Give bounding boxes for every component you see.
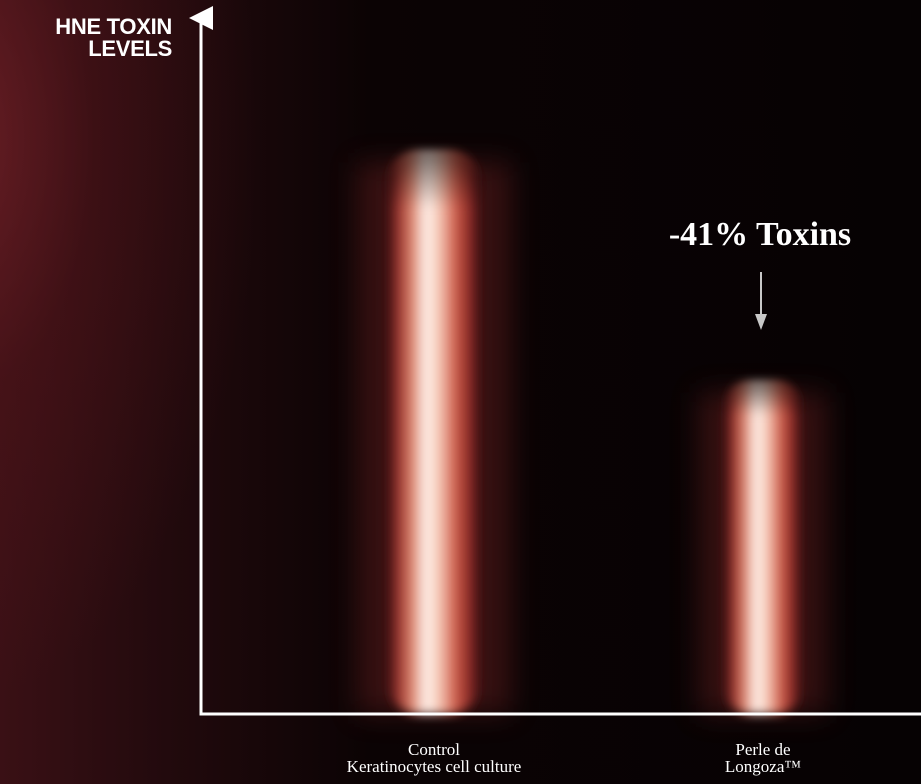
bar-0 <box>357 152 511 715</box>
reduction-annotation: -41% Toxins <box>668 216 852 253</box>
category-label-control: Control Keratinocytes cell culture <box>304 741 564 775</box>
bars-group <box>357 152 827 715</box>
annotation-arrow-head <box>755 314 767 330</box>
category-label-control-line-1: Control <box>408 740 460 759</box>
bar-shade-0 <box>386 152 482 715</box>
category-label-perle-line-2: Longoza™ <box>724 757 802 776</box>
axes-group <box>189 5 921 716</box>
y-axis-label-line-2: LEVELS <box>88 36 172 61</box>
category-label-control-line-2: Keratinocytes cell culture <box>346 757 522 776</box>
category-label-perle-de-longoza: Perle de Longoza™ <box>633 741 893 775</box>
bar-shade-1 <box>723 382 803 714</box>
bar-1 <box>699 382 827 714</box>
y-axis-label-line-1: HNE TOXIN <box>55 14 172 39</box>
y-axis-label: HNE TOXIN LEVELS <box>0 16 172 60</box>
annotation-arrow-group <box>755 272 767 330</box>
category-label-perle-line-1: Perle de <box>735 740 791 759</box>
